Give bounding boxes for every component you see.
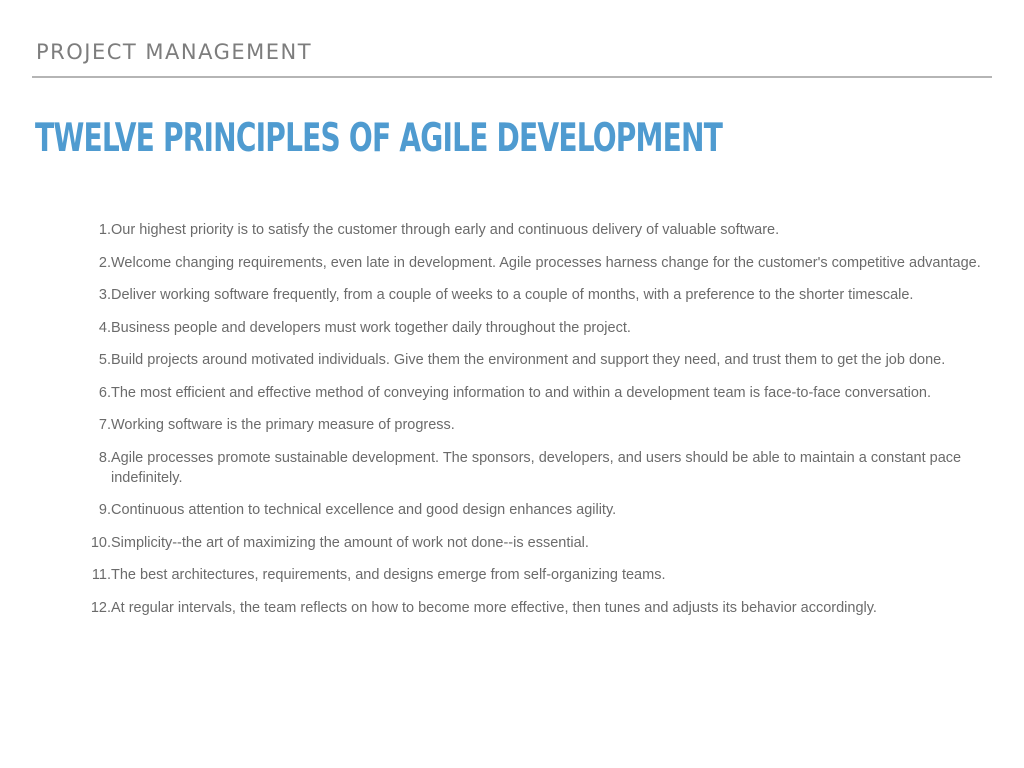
principle-number: 11.: [91, 567, 111, 583]
principle-text: Build projects around motivated individu…: [111, 352, 946, 368]
principle-item-2: 2. Welcome changing requirements, even l…: [84, 253, 984, 273]
principle-text: Our highest priority is to satisfy the c…: [111, 222, 780, 238]
principle-number: 4.: [98, 319, 111, 336]
principle-text: Working software is the primary measure …: [111, 417, 455, 433]
principle-text: Welcome changing requirements, even late…: [111, 254, 981, 271]
principle-number: 3.: [98, 287, 111, 303]
principle-item-6: 6. The most efficient and effective meth…: [84, 383, 984, 403]
principle-item-9: 9. Continuous attention to technical exc…: [84, 500, 984, 520]
principle-item-7: 7. Working software is the primary measu…: [84, 415, 984, 435]
principle-number: 8.: [98, 449, 111, 466]
principle-text: The best architectures, requirements, an…: [111, 567, 666, 583]
principle-text: Agile processes promote sustainable deve…: [111, 449, 962, 486]
section-header: PROJECT MANAGEMENT: [36, 40, 313, 64]
principle-text: Deliver working software frequently, fro…: [111, 287, 914, 303]
principle-number: 1.: [98, 222, 111, 238]
slide-title: TWELVE PRINCIPLES OF AGILE DEVELOPMENT: [35, 116, 723, 161]
principle-item-3: 3. Deliver working software frequently, …: [84, 285, 984, 305]
principle-item-10: 10. Simplicity--the art of maximizing th…: [84, 533, 984, 553]
principle-item-5: 5. Build projects around motivated indiv…: [84, 350, 984, 370]
principle-number: 6.: [98, 384, 111, 401]
principle-item-12: 12. At regular intervals, the team refle…: [84, 598, 984, 618]
principle-number: 2.: [98, 254, 111, 271]
principle-text: Business people and developers must work…: [111, 319, 631, 336]
principle-text: Simplicity--the art of maximizing the am…: [111, 534, 589, 551]
principle-item-1: 1. Our highest priority is to satisfy th…: [84, 220, 984, 240]
principle-text: Continuous attention to technical excell…: [111, 502, 617, 518]
principle-item-4: 4. Business people and developers must w…: [84, 318, 984, 338]
principle-text: At regular intervals, the team reflects …: [111, 599, 877, 616]
principle-item-11: 11. The best architectures, requirements…: [84, 565, 984, 585]
principles-list: 1. Our highest priority is to satisfy th…: [84, 220, 984, 630]
principle-text: The most efficient and effective method …: [111, 384, 931, 401]
principle-number: 7.: [98, 417, 111, 433]
principle-number: 10.: [90, 534, 111, 551]
principle-item-8: 8. Agile processes promote sustainable d…: [84, 448, 984, 488]
header-divider: [32, 76, 992, 78]
principle-number: 5.: [98, 352, 111, 368]
principle-number: 12.: [90, 599, 111, 616]
principle-number: 9.: [98, 502, 111, 518]
